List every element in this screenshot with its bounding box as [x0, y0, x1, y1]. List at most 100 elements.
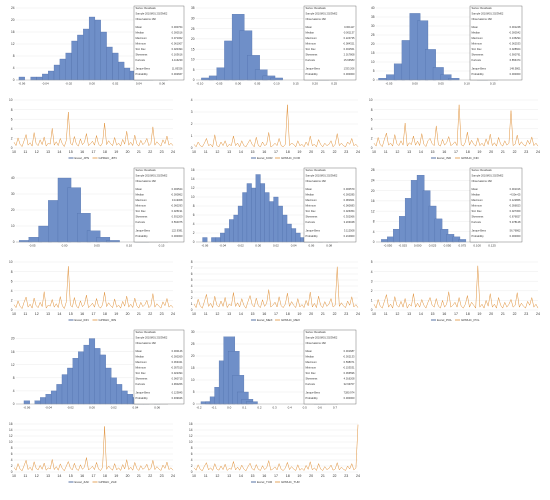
x-tick-label: 0.05 — [254, 82, 260, 86]
stat-value: 4.116239 — [172, 58, 183, 62]
stat-label: Minimum — [136, 204, 147, 208]
histogram-bar — [50, 390, 58, 405]
stat-label: Series: Residuals — [136, 330, 157, 334]
y-tick-label: 8 — [193, 204, 195, 208]
y-tick-label: 0 — [13, 402, 15, 406]
y-tick-label: 8 — [191, 446, 193, 450]
y-tick-label: 2 — [191, 122, 193, 126]
y-tick-label: 5 — [371, 260, 373, 264]
stat-value: 0.122866 — [510, 198, 521, 202]
x-tick-label: 0.00 — [89, 82, 95, 86]
histogram-zaf: 0 4 8 12 16 20 -0.06 -0.04 -0.02 0.00 0.02 0.04 0.06 — [11, 337, 168, 410]
y-tick-label: 0 — [191, 308, 193, 312]
stat-label: Maximum — [306, 198, 317, 202]
x-tick-label: 23 — [344, 312, 348, 316]
x-tick-label: 23 — [344, 474, 348, 478]
legend-label: Excel_MEX — [257, 318, 273, 322]
histogram-bar — [118, 61, 125, 81]
stat-label: Probability — [472, 72, 485, 76]
stat-label: Maximum — [136, 198, 147, 202]
stat-label: Minimum — [306, 366, 317, 370]
stat-label: Probability — [136, 72, 149, 76]
x-tick-label: 17 — [92, 474, 96, 478]
x-tick-label: 22 — [148, 312, 152, 316]
stat-label: Mean — [136, 25, 143, 29]
stat-label: Std. Dev. — [472, 47, 483, 51]
x-tick-label: 0.02 — [111, 406, 117, 410]
y-tick-label: 10 — [191, 58, 195, 62]
legend: Excel_IND GPRHC_IND — [431, 156, 480, 160]
stat-value: 0.081601 — [344, 198, 355, 202]
histogram-bar — [121, 390, 128, 405]
x-tick-label: 17 — [92, 312, 96, 316]
stat-label: Mean — [306, 25, 313, 29]
x-tick-label: 20 — [126, 312, 130, 316]
stat-value: 0.020494 — [172, 47, 183, 51]
x-tick-label: 0.25 — [331, 82, 337, 86]
x-tick-label: 24 — [171, 312, 175, 316]
x-tick-label: 0.06 — [308, 244, 314, 248]
y-tick-label: 15 — [191, 47, 195, 51]
x-tick-label: 0.00 — [255, 244, 261, 248]
stat-label: Kurtosis — [136, 382, 146, 386]
stat-label: Std. Dev. — [306, 209, 317, 213]
stat-label: Mean — [136, 187, 143, 191]
histogram-bar — [124, 67, 131, 81]
stat-value: 0.123845 — [172, 391, 183, 395]
y-tick-label: 8 — [11, 446, 13, 450]
y-tick-label: 12 — [9, 434, 13, 438]
y-tick-label: 40 — [371, 6, 375, 10]
stat-label: Jarque-Bera — [306, 67, 321, 71]
x-tick-label: -0.050 — [384, 244, 393, 248]
stat-value: 3.203048 — [344, 220, 355, 224]
x-tick-label: 13 — [227, 474, 231, 478]
x-tick-label: 10 — [192, 150, 196, 154]
y-tick-label: 0 — [11, 308, 13, 312]
x-tick-label: 10 — [12, 312, 16, 316]
histogram-bar — [83, 344, 90, 405]
y-tick-label: 15 — [371, 51, 375, 55]
y-tick-label: 5 — [191, 278, 193, 282]
histogram-bar — [77, 34, 84, 81]
series-line — [193, 424, 359, 472]
y-tick-label: 0 — [373, 240, 375, 244]
legend-label: GPRHC_POL — [461, 318, 480, 322]
histogram-bar — [273, 196, 279, 243]
stat-label: Jarque-Bera — [136, 391, 151, 395]
x-tick-label: 13 — [407, 150, 411, 154]
stat-label: Probability — [306, 234, 319, 238]
histogram-bar — [246, 401, 258, 405]
stat-label: Sample 2010M01 2023M02 — [472, 12, 504, 16]
y-tick-label: 12 — [11, 363, 15, 367]
stat-value: 0.224735 — [344, 36, 355, 40]
histogram-bar — [264, 192, 270, 243]
y-tick-label: 16 — [11, 350, 15, 354]
x-tick-label: 13 — [227, 150, 231, 154]
stat-label: Mean — [472, 187, 479, 191]
stats-box-mex: Series: Residuals Sample 2010M01 2023M02O… — [303, 167, 357, 243]
stat-value: 0.000524 — [172, 187, 183, 191]
stat-label: Maximum — [136, 360, 147, 364]
stat-label: Observations 182 — [306, 17, 327, 21]
y-tick-label: 0 — [193, 240, 195, 244]
y-tick-label: 8 — [11, 270, 13, 274]
x-tick-label: 14 — [239, 312, 243, 316]
x-tick-label: 15 — [69, 150, 73, 154]
x-tick-label: -0.1 — [212, 406, 218, 410]
x-tick-label: 11 — [204, 150, 208, 154]
stat-label: Skewness — [136, 214, 149, 218]
stat-value: 0.000146 — [172, 349, 183, 353]
legend-label: Excel_IDN — [75, 318, 89, 322]
y-tick-label: 24 — [371, 178, 375, 182]
x-tick-label: 17 — [274, 312, 278, 316]
stat-value: -4.50e-05 — [509, 193, 521, 197]
legend-label: GPRHC_JPN — [99, 156, 117, 160]
y-tick-label: 0 — [13, 240, 15, 244]
stats-box-frame — [469, 167, 523, 243]
x-tick-label: 17 — [454, 150, 458, 154]
stat-label: Sample 2010M01 2023M02 — [306, 174, 338, 178]
x-tick-label: 19 — [477, 150, 481, 154]
